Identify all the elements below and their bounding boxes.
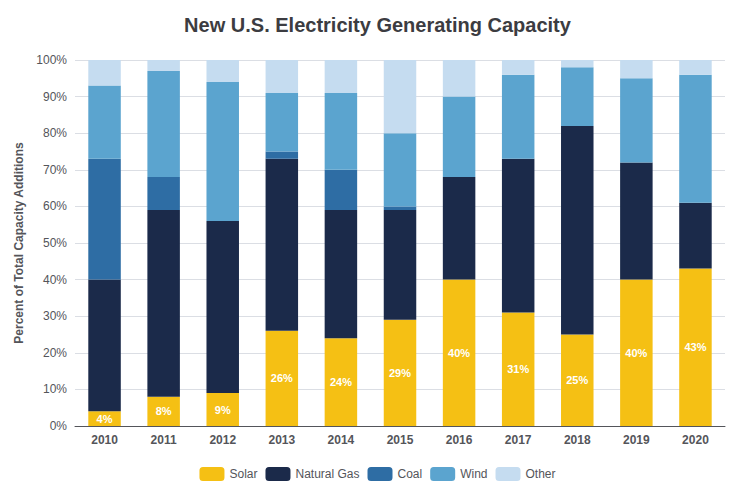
svg-text:2013: 2013 xyxy=(268,433,295,447)
svg-text:2010: 2010 xyxy=(91,433,118,447)
svg-text:2015: 2015 xyxy=(387,433,414,447)
svg-text:2020: 2020 xyxy=(682,433,709,447)
svg-text:26%: 26% xyxy=(271,372,293,384)
svg-text:2019: 2019 xyxy=(623,433,650,447)
svg-text:0%: 0% xyxy=(50,419,68,433)
svg-text:40%: 40% xyxy=(625,347,647,359)
svg-text:31%: 31% xyxy=(507,363,529,375)
svg-text:Solar: Solar xyxy=(229,467,257,481)
svg-text:40%: 40% xyxy=(43,273,67,287)
svg-text:43%: 43% xyxy=(684,341,706,353)
svg-text:2014: 2014 xyxy=(328,433,355,447)
svg-text:Percent of Total Capacity Addi: Percent of Total Capacity Additions xyxy=(12,142,26,344)
svg-text:8%: 8% xyxy=(156,405,172,417)
svg-text:Other: Other xyxy=(526,467,556,481)
svg-text:4%: 4% xyxy=(97,413,113,425)
svg-text:80%: 80% xyxy=(43,126,67,140)
svg-text:20%: 20% xyxy=(43,346,67,360)
svg-text:2012: 2012 xyxy=(209,433,236,447)
svg-text:60%: 60% xyxy=(43,199,67,213)
svg-text:Natural Gas: Natural Gas xyxy=(295,467,359,481)
svg-text:2017: 2017 xyxy=(505,433,532,447)
svg-text:Coal: Coal xyxy=(398,467,423,481)
svg-text:50%: 50% xyxy=(43,236,67,250)
svg-text:100%: 100% xyxy=(36,53,67,67)
svg-text:25%: 25% xyxy=(566,374,588,386)
svg-text:29%: 29% xyxy=(389,367,411,379)
svg-text:40%: 40% xyxy=(448,347,470,359)
svg-text:9%: 9% xyxy=(215,404,231,416)
svg-text:10%: 10% xyxy=(43,382,67,396)
svg-text:New U.S. Electricity Generatin: New U.S. Electricity Generating Capacity xyxy=(184,14,572,36)
svg-text:2016: 2016 xyxy=(446,433,473,447)
svg-text:2018: 2018 xyxy=(564,433,591,447)
svg-text:2011: 2011 xyxy=(151,433,177,447)
svg-text:70%: 70% xyxy=(43,163,67,177)
svg-text:30%: 30% xyxy=(43,309,67,323)
svg-text:24%: 24% xyxy=(330,376,352,388)
svg-text:90%: 90% xyxy=(43,90,67,104)
svg-text:Wind: Wind xyxy=(460,467,487,481)
